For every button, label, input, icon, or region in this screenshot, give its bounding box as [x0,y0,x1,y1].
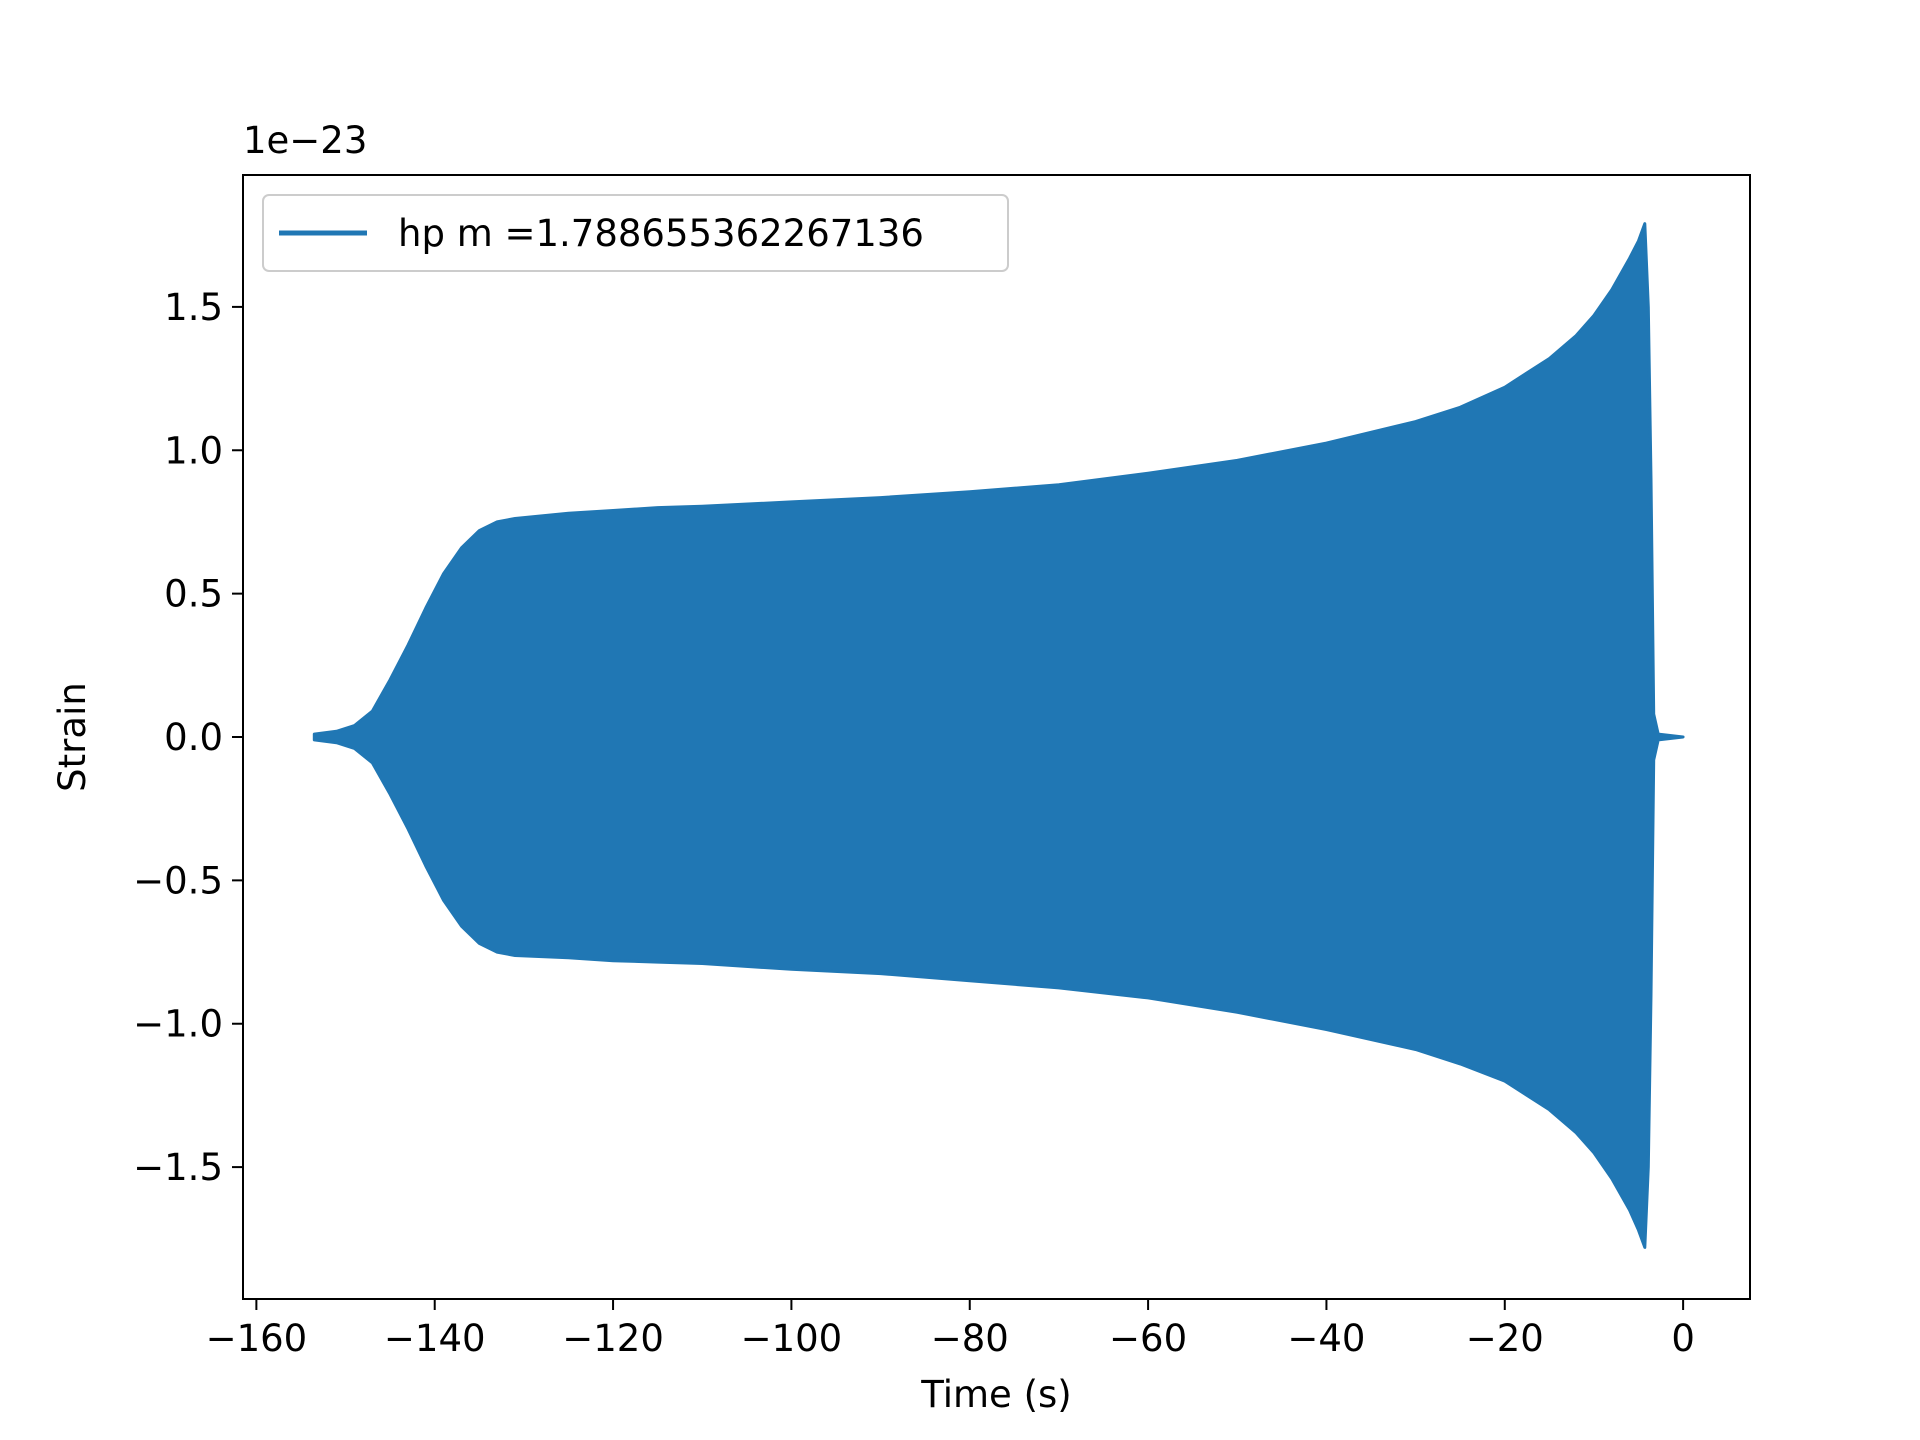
y-tick-label: −1.0 [133,1003,223,1046]
legend: hp m =1.788655362267136 [262,194,1009,272]
y-tick-label: 0.5 [164,573,223,616]
y-axis: 1.5 1.0 0.5 0.0 −0.5 −1.0 −1.5 [133,286,243,1189]
x-tick-label: −160 [206,1317,308,1360]
x-tick-label: −100 [741,1317,843,1360]
x-tick-label: −20 [1466,1317,1544,1360]
legend-entry-label: hp m =1.788655362267136 [398,212,924,255]
x-tick-label: −40 [1287,1317,1365,1360]
x-tick-label: 0 [1671,1317,1695,1360]
x-tick-label: −140 [384,1317,486,1360]
y-tick-label: 1.0 [164,429,223,472]
x-tick-label: −120 [562,1317,664,1360]
y-tick-label: −1.5 [133,1146,223,1189]
y-offset-text: 1e−23 [243,119,367,162]
plot-area [312,222,1685,1249]
x-tick-label: −80 [931,1317,1009,1360]
y-tick-label: 1.5 [164,286,223,329]
y-axis-label: Strain [51,682,94,792]
x-axis-label: Time (s) [920,1373,1071,1416]
y-tick-label: 0.0 [164,716,223,759]
legend-box [262,194,1009,272]
series-hp-waveform [312,222,1685,1249]
y-tick-label: −0.5 [133,859,223,902]
x-tick-label: −60 [1109,1317,1187,1360]
x-axis: −160 −140 −120 −100 −80 −60 −40 −20 0 [206,1299,1695,1360]
